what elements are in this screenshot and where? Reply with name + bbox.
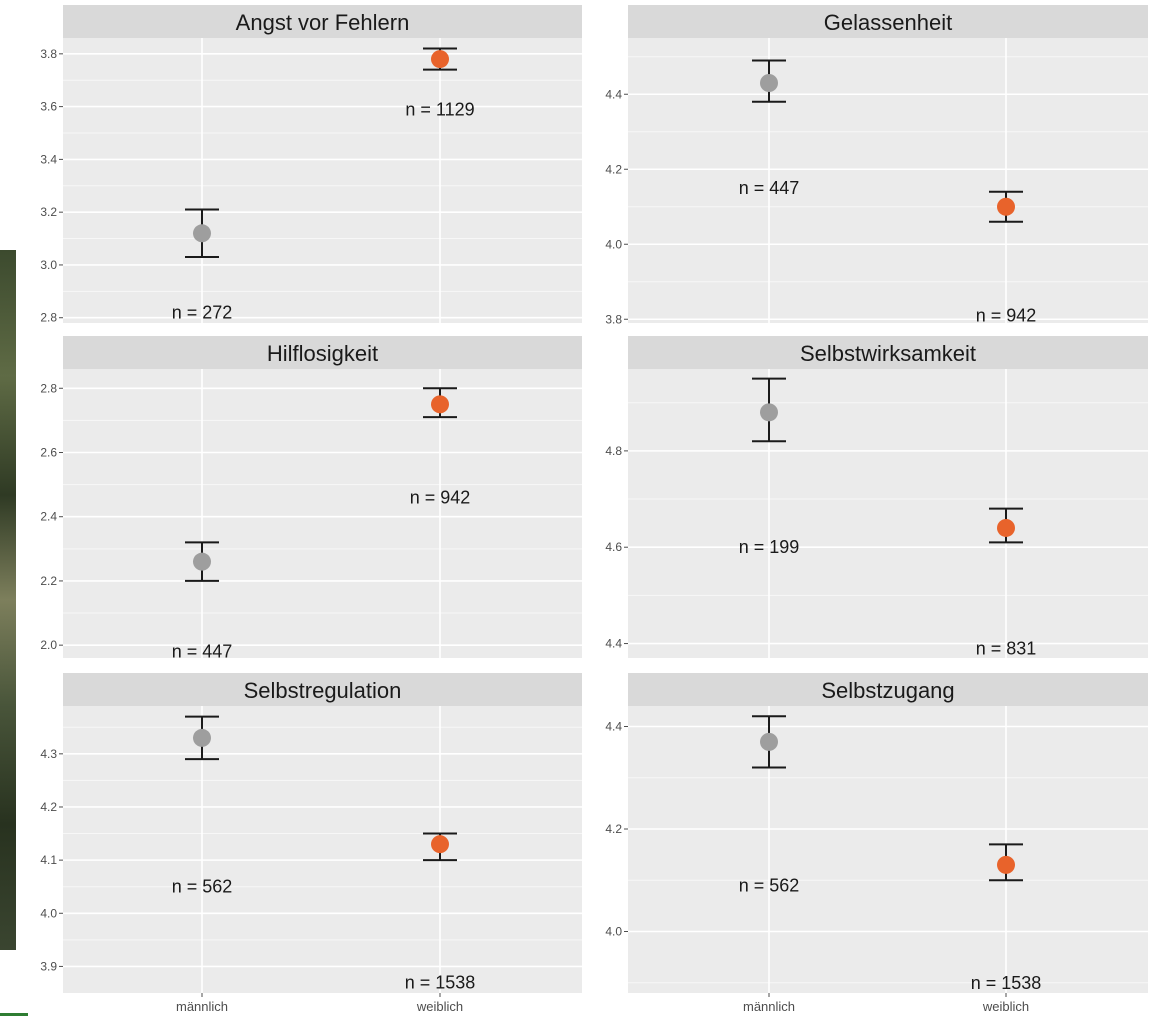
panel-background [63,38,582,323]
panel-strip [628,336,1148,369]
n-label: n = 1538 [405,972,476,992]
y-tick-label: 4.6 [605,540,622,554]
mean-point-maennlich [193,552,211,571]
mean-point-maennlich [193,224,211,243]
y-tick-label: 3.4 [40,152,57,166]
y-tick-label: 4.2 [40,800,57,814]
panel-angst-vor-fehlern: 2.8 3.0 3.2 3.4 3.6 3.8 Angst vor Fehlern n = 2… [40,5,582,325]
panel-title: Angst vor Fehlern [236,10,410,35]
y-tick-label: 2.6 [40,445,57,459]
mean-point-maennlich [193,728,211,747]
x-tick-label: weiblich [982,999,1029,1014]
y-tick-label: 4.0 [605,237,622,251]
panel-strip [63,673,582,706]
y-tick-label: 4.0 [40,906,57,920]
y-tick-label: 2.8 [40,381,57,395]
mean-point-maennlich [760,403,778,422]
background-photo-strip [0,250,16,950]
panel-selbstzugang: 4.0 4.2 4.4 Selbstzugang n = 562 n = 1538 männ… [605,673,1148,1014]
n-label: n = 199 [739,537,800,557]
n-label: n = 562 [172,877,233,897]
panel-title: Selbstregulation [244,678,402,703]
panel-selbstregulation: 3.9 4.0 4.1 4.2 4.3 Selbstregulation n = 562 n … [40,673,582,1014]
n-label: n = 562 [739,875,800,895]
y-tick-label: 3.8 [40,47,57,61]
panel-background [628,706,1148,993]
mean-point-maennlich [760,732,778,751]
y-tick-label: 3.0 [40,258,57,272]
panel-background [63,706,582,993]
y-tick-label: 4.1 [40,853,57,867]
y-tick-label: 2.4 [40,510,57,524]
y-tick-label: 4.2 [605,822,622,836]
y-tick-label: 4.4 [605,720,622,734]
y-tick-label: 3.9 [40,959,57,973]
panel-strip [63,336,582,369]
panel-hilflosigkeit: 2.0 2.2 2.4 2.6 2.8 Hilflosigkeit n = 447 n = 9… [40,336,582,662]
y-tick-label: 4.2 [605,162,622,176]
y-tick-label: 2.8 [40,311,57,325]
y-tick-label: 4.4 [605,87,622,101]
mean-point-maennlich [760,74,778,92]
panel-strip [628,673,1148,706]
y-tick-label: 4.3 [40,747,57,761]
n-label: n = 942 [410,487,471,507]
panel-title: Selbstzugang [821,678,954,703]
panel-background [628,38,1148,323]
mean-point-weiblich [997,197,1015,216]
panel-gelassenheit: 3.8 4.0 4.2 4.4 Gelassenheit n = 447 n = 942 [605,5,1148,326]
y-tick-label: 3.2 [40,205,57,219]
y-tick-label: 3.6 [40,100,57,114]
mean-point-weiblich [431,835,449,854]
mean-point-weiblich [431,395,449,414]
panel-background [63,369,582,658]
panel-title: Hilflosigkeit [267,341,378,366]
y-tick-label: 4.8 [605,444,622,458]
mean-point-weiblich [431,50,449,69]
panel-strip [63,5,582,38]
n-label: n = 272 [172,302,233,322]
y-tick-label: 4.0 [605,925,622,939]
x-tick-label: weiblich [416,999,463,1014]
mean-point-weiblich [997,518,1015,537]
background-accent-line [0,1013,28,1016]
n-label: n = 447 [172,642,233,662]
n-label: n = 831 [976,638,1037,658]
mean-point-weiblich [997,855,1015,874]
y-tick-label: 4.4 [605,637,622,651]
n-label: n = 1538 [971,973,1042,993]
y-tick-label: 2.0 [40,638,57,652]
y-tick-label: 2.2 [40,574,57,588]
panel-background [628,369,1148,658]
n-label: n = 447 [739,178,800,198]
panel-selbstwirksamkeit: 4.4 4.6 4.8 Selbstwirksamkeit n = 199 n = 831 [605,336,1148,658]
y-tick-label: 3.8 [605,312,622,326]
n-label: n = 942 [976,306,1037,326]
panel-title: Selbstwirksamkeit [800,341,976,366]
panel-strip [628,5,1148,38]
n-label: n = 1129 [405,99,474,119]
panel-title: Gelassenheit [824,10,952,35]
x-tick-label: männlich [176,999,228,1014]
x-tick-label: männlich [743,999,795,1014]
